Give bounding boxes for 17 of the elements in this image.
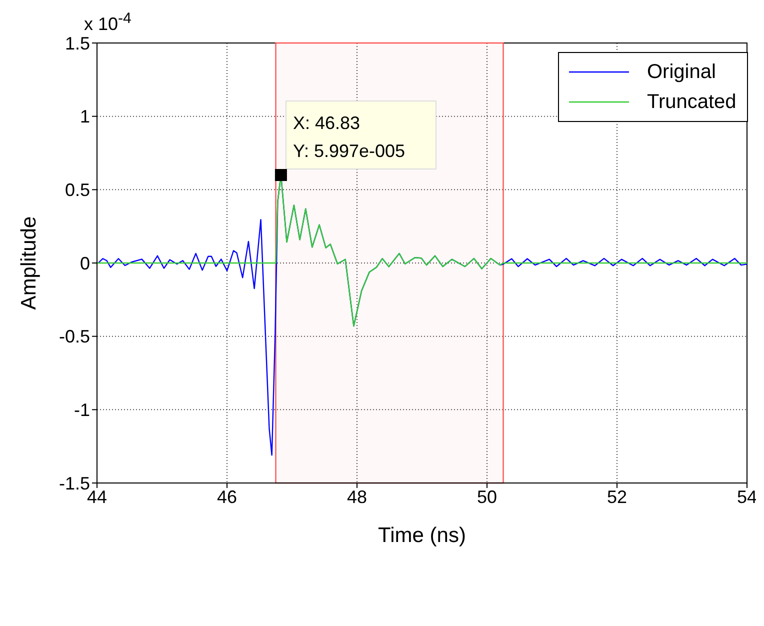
x-tick-label: 46 bbox=[216, 486, 238, 507]
x-axis-title: Time (ns) bbox=[378, 524, 466, 547]
y-tick-label: -1 bbox=[74, 400, 90, 420]
y-tick-label: 1.5 bbox=[64, 33, 90, 54]
annotation: X: 46.83 Y: 5.997e-005 bbox=[292, 113, 406, 161]
y-tick-label: 0.5 bbox=[64, 180, 90, 200]
x-tick-label: 50 bbox=[476, 486, 498, 507]
y-axis-title: Amplitude bbox=[17, 216, 40, 310]
legend-label: Truncated bbox=[647, 90, 736, 114]
y-tick-label: -0.5 bbox=[58, 326, 90, 347]
x-tick-label: 48 bbox=[346, 486, 368, 507]
y-tick-label: 1 bbox=[80, 106, 90, 127]
y-tick-label: -1.5 bbox=[58, 473, 90, 494]
x-tick-label: 52 bbox=[606, 486, 628, 507]
y-tick-label: 0 bbox=[80, 253, 90, 274]
legend-label: Original bbox=[647, 60, 716, 84]
text: x 10$^{-4}$ bbox=[84, 10, 132, 35]
